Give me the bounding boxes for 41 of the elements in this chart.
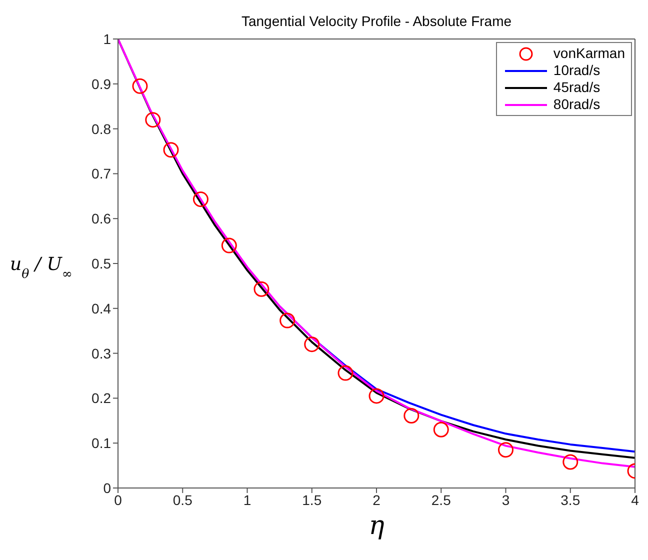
legend-label: 10rad/s [553, 62, 600, 79]
point [163, 142, 179, 158]
x-tick-label: 0.5 [172, 492, 193, 508]
point [498, 442, 514, 458]
point [280, 312, 296, 328]
y-tick-label: 0.4 [92, 300, 112, 316]
y-tick-label: 0.1 [92, 435, 112, 452]
y-tick-label: 0.2 [92, 390, 112, 406]
x-axis-title: η [368, 511, 385, 541]
point [254, 281, 270, 297]
legend-label: vonKarman [553, 45, 625, 62]
point [338, 365, 354, 381]
y-tick-label: 0.8 [92, 120, 112, 137]
x-tick-label: 0 [114, 492, 122, 508]
point [192, 192, 208, 208]
point [132, 78, 148, 94]
x-tick-label: 4 [631, 492, 640, 508]
y-tick-label: 0.5 [92, 255, 112, 272]
y-tick-label: 0.7 [92, 166, 112, 182]
point [404, 408, 420, 424]
point [145, 112, 161, 128]
y-tick-label: 0.3 [92, 345, 112, 362]
x-tick-label: 2 [372, 492, 381, 508]
legend-label: 80rad/s [553, 96, 600, 113]
chart-title: Tangential Velocity Profile - Absolute Frame [241, 13, 512, 29]
point [433, 422, 449, 438]
x-tick-label: 2.5 [431, 492, 452, 508]
point [368, 388, 384, 404]
point [221, 238, 237, 254]
y-axis-title: u$_{θ}$ / U$_{∞}$ [10, 254, 72, 280]
y-tick-label: 0.9 [92, 76, 112, 92]
x-tick-label: 3 [502, 492, 510, 508]
legend-label: 45rad/s [553, 79, 600, 96]
x-tick-label: 1 [243, 492, 252, 508]
x-tick-label: 1.5 [302, 492, 322, 508]
y-tick-label: 1 [103, 30, 112, 47]
x-tick-label: 3.5 [560, 492, 580, 508]
y-tick-label: 0 [103, 480, 112, 496]
y-tick-label: 0.6 [92, 210, 112, 227]
point [562, 454, 578, 470]
point [304, 336, 320, 352]
